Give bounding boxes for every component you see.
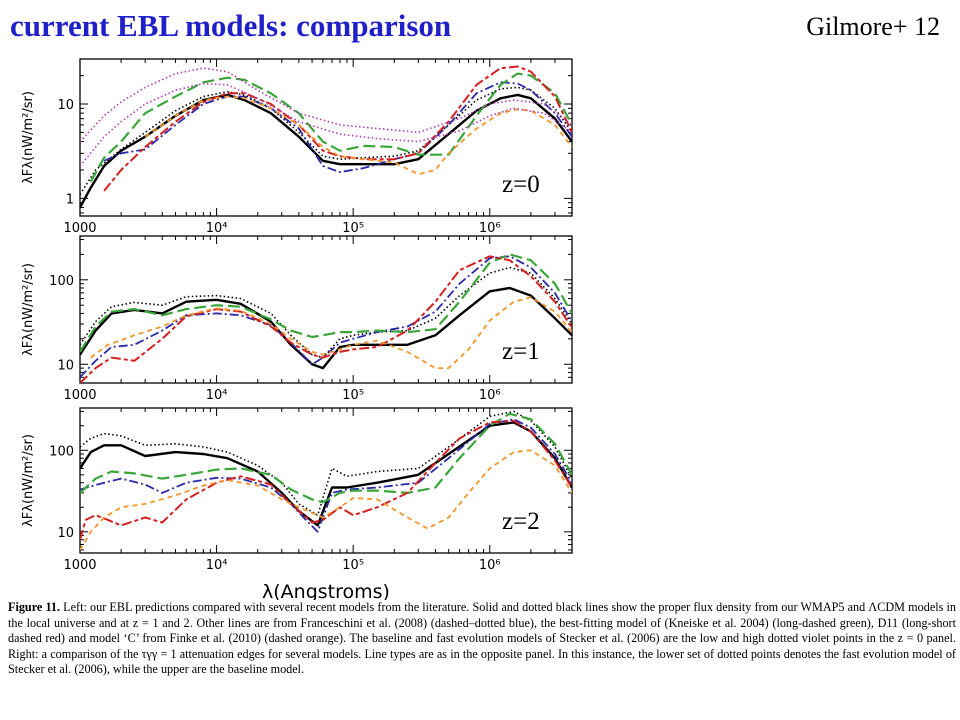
- series-line-d11: [80, 419, 572, 540]
- ebl-comparison-chart: 1000 10⁴ 10⁵ 10⁶ 1 10 λFλ(nW/m²/sr) z=0 1000 10⁴ 1…: [21, 58, 573, 600]
- x-axis-label: λ(Angstroms): [262, 581, 390, 600]
- x-tick-label: 10⁶: [479, 221, 501, 236]
- panel-redshift-label: z=1: [502, 338, 540, 365]
- x-tick-label: 10⁴: [206, 558, 228, 573]
- x-tick-label: 10⁵: [342, 221, 364, 236]
- series-line-finke_c: [80, 449, 572, 551]
- slide-title: current EBL models: comparison: [10, 8, 452, 43]
- x-tick-label: 10⁶: [479, 388, 501, 403]
- x-tick-label: 1000: [63, 558, 96, 573]
- figure-caption: Figure 11. Left: our EBL predictions com…: [8, 600, 956, 678]
- y-axis-label: λFλ(nW/m²/sr): [21, 263, 36, 356]
- series-line-d11: [80, 255, 572, 383]
- series-line-franceschini: [80, 418, 572, 533]
- panel-frame: [79, 235, 573, 384]
- y-tick-label: 10: [57, 98, 74, 113]
- series-line-wmap5: [80, 421, 572, 527]
- series-line-lcdm: [80, 86, 572, 195]
- series-line-finke_c: [144, 95, 572, 176]
- figure-label: Figure 11.: [8, 600, 61, 614]
- figure-caption-text: Left: our EBL predictions compared with …: [8, 600, 956, 677]
- y-tick-label: 100: [49, 444, 74, 459]
- y-tick-label: 100: [49, 274, 74, 289]
- panel-redshift-label: z=2: [502, 508, 540, 535]
- panel-redshift-label: z=0: [502, 171, 540, 198]
- y-tick-label: 10: [57, 358, 74, 373]
- series-line-d11: [103, 65, 572, 192]
- series-line-finke_c: [90, 296, 572, 369]
- x-tick-label: 10⁴: [206, 221, 228, 236]
- panel-frame: [79, 58, 573, 217]
- series-line-franceschini: [80, 255, 572, 378]
- y-tick-label: 10: [57, 526, 74, 541]
- x-tick-label: 10⁴: [206, 388, 228, 403]
- series-line-franceschini: [103, 81, 572, 173]
- x-tick-label: 10⁵: [342, 388, 364, 403]
- series-line-stecker_baseline: [80, 67, 572, 143]
- series-line-wmap5: [80, 93, 572, 209]
- y-axis-label: λFλ(nW/m²/sr): [21, 91, 36, 184]
- series-line-kneiske: [80, 253, 572, 353]
- x-tick-label: 10⁶: [479, 558, 501, 573]
- series-line-lcdm: [80, 410, 572, 516]
- y-tick-label: 1: [66, 192, 74, 207]
- series-line-stecker_fast: [80, 82, 572, 167]
- series-line-kneiske: [89, 72, 572, 183]
- slide-credit: Gilmore+ 12: [806, 12, 940, 41]
- x-tick-label: 1000: [63, 388, 96, 403]
- x-tick-label: 1000: [63, 221, 96, 236]
- x-tick-label: 10⁵: [342, 558, 364, 573]
- panel-frame: [79, 407, 573, 554]
- y-axis-label: λFλ(nW/m²/sr): [21, 434, 36, 527]
